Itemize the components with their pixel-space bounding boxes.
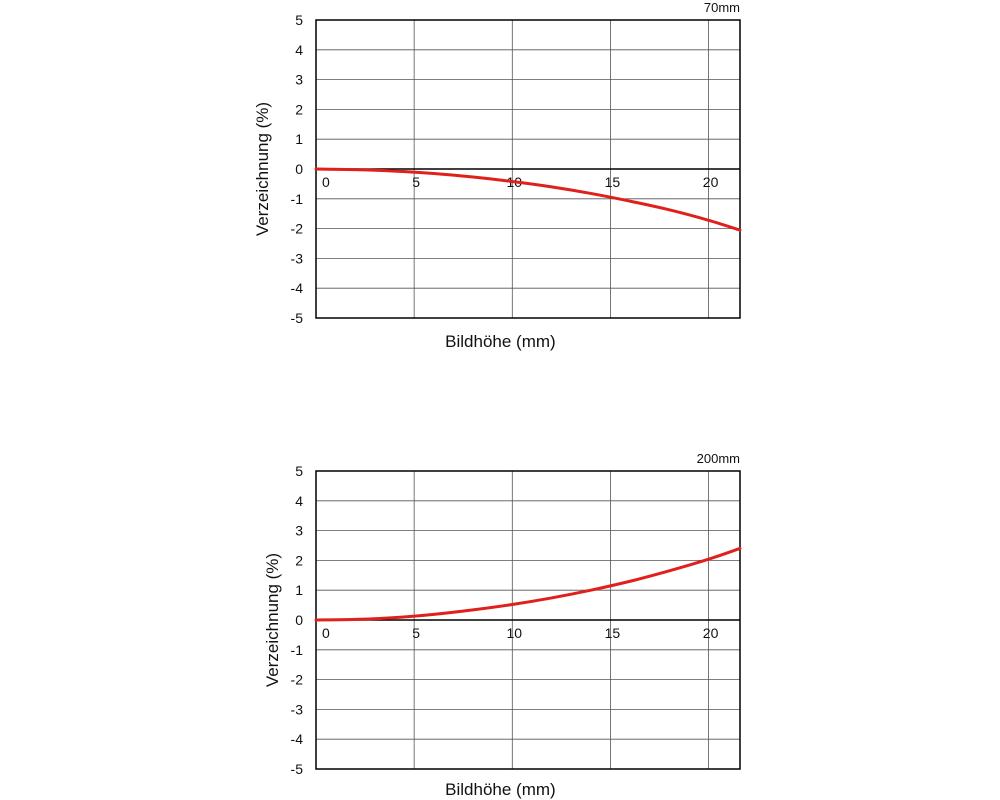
- y-tick-label: 5: [295, 12, 303, 28]
- x-tick-label: 0: [322, 174, 330, 190]
- y-tick-label: 2: [295, 101, 303, 117]
- x-tick-label: 20: [703, 625, 719, 641]
- x-tick-label: 20: [703, 174, 719, 190]
- y-tick-label: -4: [291, 731, 304, 747]
- distortion-curve: [314, 167, 742, 232]
- x-axis-label: Bildhöhe (mm): [445, 780, 556, 799]
- y-axis-label: Verzeichnung (%): [263, 553, 282, 687]
- y-tick-label: -3: [291, 250, 304, 266]
- y-tick-label: -2: [291, 672, 304, 688]
- y-tick-label: 3: [295, 72, 303, 88]
- x-tick-label: 5: [412, 174, 420, 190]
- y-tick-label: -3: [291, 701, 304, 717]
- x-tick-label: 0: [322, 625, 330, 641]
- y-tick-label: 5: [295, 463, 303, 479]
- y-tick-label: -5: [291, 310, 304, 326]
- distortion-curve: [314, 546, 742, 622]
- y-tick-label: -5: [291, 761, 304, 777]
- y-tick-label: 1: [295, 131, 303, 147]
- x-tick-label: 10: [507, 625, 523, 641]
- x-axis-label: Bildhöhe (mm): [445, 332, 556, 351]
- y-tick-label: 0: [295, 161, 303, 177]
- x-tick-label: 15: [605, 625, 621, 641]
- focal-length-label: 200mm: [697, 451, 740, 466]
- y-tick-label: -4: [291, 280, 304, 296]
- y-tick-label: 4: [295, 42, 303, 58]
- y-tick-label: 2: [295, 552, 303, 568]
- y-axis-label: Verzeichnung (%): [253, 102, 272, 236]
- x-tick-label: 15: [605, 174, 621, 190]
- y-tick-label: 4: [295, 493, 303, 509]
- focal-length-label: 70mm: [704, 0, 740, 15]
- y-tick-label: 3: [295, 523, 303, 539]
- y-tick-label: -1: [291, 191, 304, 207]
- y-tick-label: 0: [295, 612, 303, 628]
- y-tick-label: -1: [291, 642, 304, 658]
- y-tick-label: -2: [291, 221, 304, 237]
- y-tick-label: 1: [295, 582, 303, 598]
- x-tick-label: 5: [412, 625, 420, 641]
